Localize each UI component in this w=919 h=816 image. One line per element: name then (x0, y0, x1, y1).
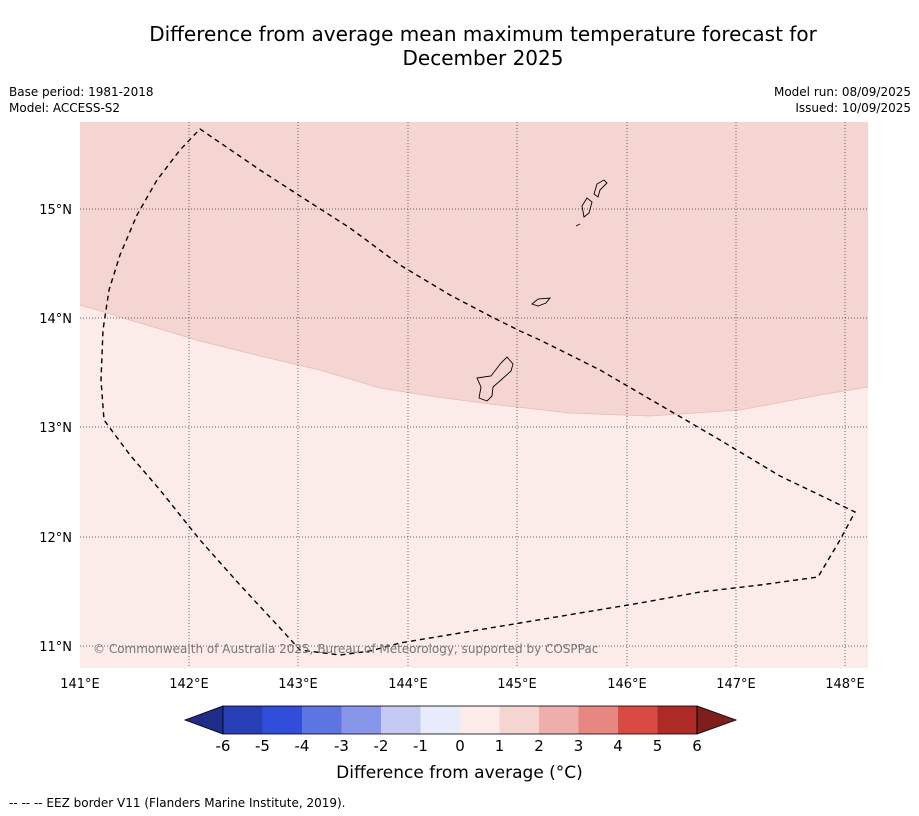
lon-tick-label: 141°E (60, 677, 100, 692)
eez-border (100, 128, 856, 656)
lon-tick-label: 142°E (169, 677, 209, 692)
colorbar-tick-label: -4 (295, 737, 310, 755)
colorbar-segment (539, 706, 579, 734)
lat-tick-label: 15°N (39, 203, 72, 218)
model-run: Model run: 08/09/2025 (773, 85, 911, 99)
island-rota (531, 297, 552, 307)
colorbar-ticks: -6 -5 -4 -3 -2 -1 0 1 2 3 4 5 6 (216, 737, 702, 755)
lon-tick-label: 146°E (607, 677, 647, 692)
lat-axis: 15°N 14°N 13°N 12°N 11°N (39, 203, 72, 655)
colorbar-segment (381, 706, 421, 734)
base-period: Base period: 1981-2018 (9, 85, 154, 99)
colorbar-segment (460, 706, 500, 734)
colorbar-outline (222, 705, 698, 735)
colorbar-segment (341, 706, 381, 734)
lon-tick-label: 144°E (388, 677, 428, 692)
lon-tick-label: 143°E (278, 677, 318, 692)
colorbar-segment (499, 706, 539, 734)
colorbar-segment (223, 706, 263, 734)
title-line-1: Difference from average mean maximum tem… (149, 22, 817, 46)
island-tinian (581, 197, 593, 218)
island-aguijan (575, 223, 581, 227)
colorbar-segment (657, 706, 697, 734)
lon-tick-label: 148°E (825, 677, 865, 692)
lon-axis: 141°E 142°E 143°E 144°E 145°E 146°E 147°… (60, 677, 865, 692)
anomaly-contour (80, 304, 868, 417)
colorbar-tick-label: -1 (413, 737, 428, 755)
colorbar-tick-label: 4 (613, 737, 623, 755)
colorbar-extend-high (696, 705, 738, 735)
lon-tick-label: 145°E (497, 677, 537, 692)
colorbar-extend-low (183, 705, 224, 735)
colorbar-tick-label: 5 (653, 737, 663, 755)
lat-tick-label: 11°N (39, 640, 72, 655)
lon-tick-label: 147°E (716, 677, 756, 692)
colorbar (183, 705, 738, 735)
lat-tick-label: 12°N (39, 531, 72, 546)
colorbar-label: Difference from average (°C) (336, 763, 583, 783)
lat-tick-label: 14°N (39, 312, 72, 327)
island-guam (476, 356, 514, 402)
colorbar-tick-label: -3 (334, 737, 349, 755)
gridlines (80, 122, 868, 668)
colorbar-tick-label: -5 (255, 737, 270, 755)
copyright-text: © Commonwealth of Australia 2025, Bureau… (93, 642, 598, 656)
colorbar-segment (618, 706, 658, 734)
island-saipan (593, 179, 608, 198)
meta-right: Model run: 08/09/2025 Issued: 10/09/2025 (774, 84, 911, 116)
colorbar-segment (302, 706, 342, 734)
map-plot-area: © Commonwealth of Australia 2025, Bureau… (80, 122, 868, 668)
colorbar-tick-label: -6 (216, 737, 231, 755)
issued-date: Issued: 10/09/2025 (795, 101, 911, 115)
colorbar-tick-label: 2 (534, 737, 544, 755)
colorbar-tick-label: 0 (455, 737, 465, 755)
colorbar-tick-label: 3 (574, 737, 584, 755)
meta-left: Base period: 1981-2018 Model: ACCESS-S2 (9, 84, 154, 116)
title-line-2: December 2025 (402, 46, 564, 70)
colorbar-tick-label: 6 (692, 737, 702, 755)
colorbar-tick-label: 1 (495, 737, 505, 755)
colorbar-segment (420, 706, 460, 734)
eez-legend-note: -- -- -- EEZ border V11 (Flanders Marine… (9, 796, 346, 810)
map-title: Difference from average mean maximum tem… (0, 22, 919, 70)
model-name: Model: ACCESS-S2 (9, 101, 121, 115)
lat-tick-label: 13°N (39, 421, 72, 436)
anomaly-region-1-2 (80, 122, 868, 416)
colorbar-segment (262, 706, 302, 734)
colorbar-segment (578, 706, 618, 734)
colorbar-tick-label: -2 (374, 737, 389, 755)
